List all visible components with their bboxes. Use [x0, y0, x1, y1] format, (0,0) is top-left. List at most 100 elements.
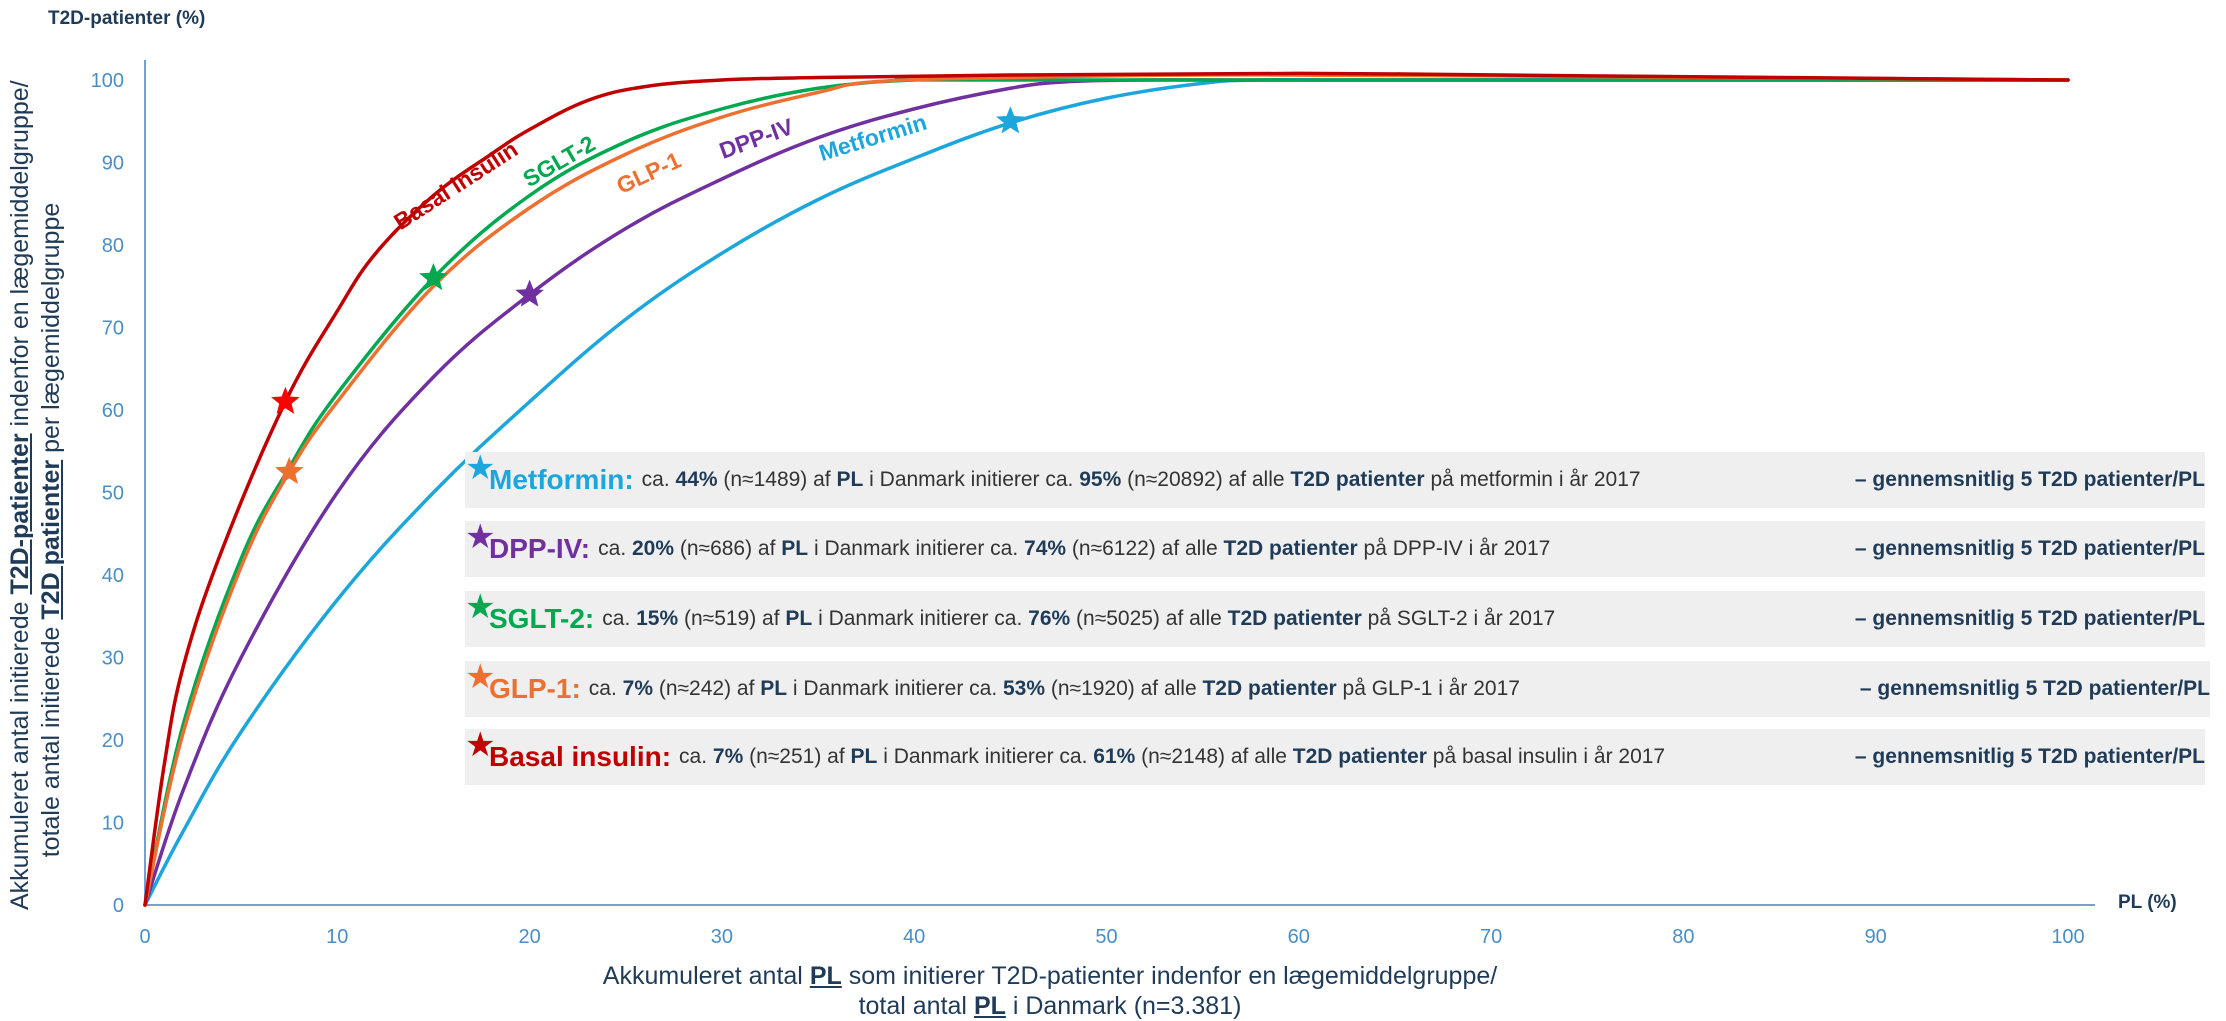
curve-label: Basal insulin: [389, 136, 522, 235]
curve-label: DPP-IV: [716, 113, 798, 164]
star-marker-sglt-2: [419, 263, 448, 291]
desc-part: (n≈5025) af alle: [1070, 607, 1228, 630]
desc-part: (n≈1920) af alle: [1045, 677, 1203, 700]
x-axis-title-line1: Akkumuleret antal PL som initierer T2D-p…: [0, 962, 2100, 991]
desc-part: på GLP-1 i år 2017: [1336, 677, 1520, 700]
star-marker-metformin: [996, 106, 1025, 134]
x-tick-label: 60: [1288, 926, 1310, 948]
x-tick-label: 20: [518, 926, 540, 948]
patient-percent: 76%: [1028, 607, 1071, 630]
star-marker-dpp-iv: [515, 279, 544, 307]
x-tick-label: 100: [2051, 926, 2084, 948]
x-tick-label: 70: [1480, 926, 1502, 948]
pl-percent: 7%: [712, 745, 744, 768]
y-axis-title: Akkumuleret antal initierede T2D-patient…: [5, 80, 75, 911]
star-marker-basal-insulin: [271, 386, 300, 414]
star-icon: ★: [465, 658, 496, 696]
pl-term: PL: [850, 745, 878, 768]
t2d-term: T2D patienter: [1292, 745, 1427, 768]
series-line-sglt-2: [143, 77, 2070, 907]
desc-part: i Danmark initierer ca.: [863, 468, 1080, 491]
drug-name: Metformin:: [489, 464, 634, 495]
y-title-line2-u: T2D patienter: [37, 459, 65, 620]
drug-name: SGLT-2:: [489, 603, 595, 634]
desc-part: ca.: [641, 468, 676, 491]
patient-percent: 53%: [1003, 677, 1046, 700]
desc-part: (n≈686) af: [674, 537, 782, 560]
info-row: ★ SGLT-2: ca. 15% (n≈519) af PL i Danmark …: [465, 588, 2205, 647]
desc-part: på DPP-IV i år 2017: [1357, 537, 1551, 560]
y-tick-label: 90: [102, 153, 124, 175]
x-title-line2-u: PL: [973, 992, 1006, 1020]
t2d-term: T2D patienter: [1202, 677, 1337, 700]
y-tick-label: 70: [102, 318, 124, 340]
average-text: – gennemsnitlig 5 T2D patienter/PL: [1854, 745, 2205, 768]
x-tick-label: 80: [1672, 926, 1694, 948]
y-tick-label: 100: [91, 70, 124, 92]
t2d-term: T2D patienter: [1290, 468, 1425, 491]
t2d-term: T2D patienter: [1223, 537, 1358, 560]
desc-part: (n≈2148) af alle: [1135, 745, 1293, 768]
x-tick-label: 50: [1095, 926, 1117, 948]
y-title-line1-post: indenfor en lægemiddelgruppe/: [6, 80, 34, 434]
desc-part: ca.: [679, 745, 713, 768]
desc-part: (n≈242) af: [653, 677, 761, 700]
y-axis-unit-label: T2D-patienter (%): [48, 8, 206, 29]
average-text: – gennemsnitlig 5 T2D patienter/PL: [1859, 677, 2210, 700]
info-row: ★ DPP-IV: ca. 20% (n≈686) af PL i Danmark …: [465, 518, 2205, 577]
average-text: – gennemsnitlig 5 T2D patienter/PL: [1854, 607, 2205, 630]
x-tick-label: 90: [1865, 926, 1887, 948]
chart-axes: [144, 60, 2095, 906]
y-tick-label: 60: [102, 400, 124, 422]
desc-part: (n≈1489) af: [717, 468, 837, 491]
desc-part: i Danmark initierer ca.: [877, 745, 1094, 768]
average-text: – gennemsnitlig 5 T2D patienter/PL: [1854, 537, 2205, 560]
x-tick-label: 0: [139, 926, 150, 948]
y-title-line1-u: T2D-patienter: [6, 433, 34, 595]
y-tick-label: 40: [102, 565, 124, 587]
x-title-line2-pre: total antal: [858, 992, 974, 1020]
pl-percent: 44%: [675, 468, 718, 491]
pl-percent: 20%: [632, 537, 675, 560]
x-title-line1-u: PL: [809, 962, 842, 990]
drug-name: Basal insulin:: [489, 741, 672, 772]
desc-part: ca.: [602, 607, 637, 630]
average-text: – gennemsnitlig 5 T2D patienter/PL: [1854, 468, 2205, 491]
desc-part: i Danmark initierer ca.: [787, 677, 1003, 700]
drug-description: ca. 7% (n≈242) af PL i Danmark initierer…: [589, 677, 1520, 701]
patient-percent: 61%: [1093, 745, 1136, 768]
desc-part: (n≈519) af: [678, 607, 786, 630]
y-tick-label: 0: [113, 895, 124, 917]
y-tick-label: 50: [102, 483, 124, 505]
desc-part: (n≈20892) af alle: [1121, 468, 1291, 491]
series-line-basal-insulin: [143, 71, 2070, 907]
star-icon: ★: [465, 726, 496, 764]
drug-name: DPP-IV:: [489, 533, 591, 564]
desc-part: på basal insulin i år 2017: [1426, 745, 1666, 768]
desc-part: på metformin i år 2017: [1424, 468, 1641, 491]
y-title-line2-post: per lægemiddelgruppe: [37, 202, 65, 460]
desc-part: i Danmark initierer ca.: [812, 607, 1029, 630]
info-row: ★ Metformin: ca. 44% (n≈1489) af PL i Danm…: [465, 449, 2205, 508]
chart-ticks: 0 10 20 30 40 50 60 70 80 90 100 0 10 20 30 40 50 60 70 80 9…: [91, 70, 2085, 948]
desc-part: på SGLT-2 i år 2017: [1361, 607, 1556, 630]
y-title-line1-pre: Akkumuleret antal initierede: [6, 594, 34, 911]
desc-part: (n≈6122) af alle: [1066, 537, 1224, 560]
star-icon: ★: [465, 588, 496, 626]
star-icon: ★: [465, 449, 496, 487]
pl-percent: 7%: [622, 677, 653, 700]
pl-percent: 15%: [636, 607, 679, 630]
pl-term: PL: [836, 468, 864, 491]
x-title-line2-post: i Danmark (n=3.381): [1005, 992, 1242, 1020]
y-tick-label: 10: [102, 813, 124, 835]
star-icon: ★: [465, 518, 496, 556]
drug-name: GLP-1:: [489, 673, 581, 704]
x-tick-label: 10: [326, 926, 348, 948]
desc-part: ca.: [598, 537, 632, 560]
info-row: ★ Basal insulin: ca. 7% (n≈251) af PL i Da…: [465, 726, 2205, 785]
x-title-line1-pre: Akkumuleret antal: [602, 962, 810, 990]
y-tick-label: 20: [102, 730, 124, 752]
x-axis-title-line2: total antal PL i Danmark (n=3.381): [0, 992, 2100, 1021]
x-tick-label: 30: [711, 926, 733, 948]
